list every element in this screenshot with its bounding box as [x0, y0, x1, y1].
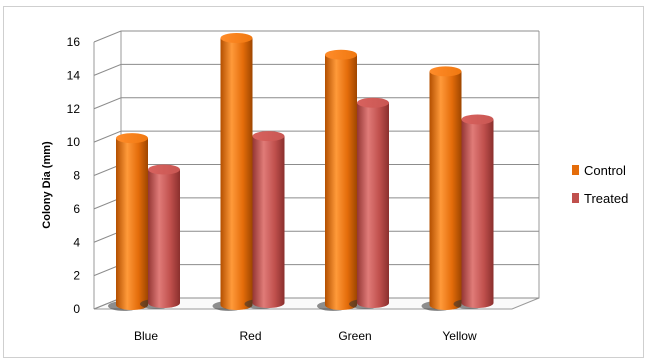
bar-cap [429, 66, 462, 77]
bar-cap [116, 133, 148, 144]
gridline [93, 30, 539, 43]
y-axis-ticks: 0 2 4 6 8 10 12 14 16 [67, 35, 81, 316]
bar-treated-blue [140, 164, 180, 309]
x-tick-label: Blue [134, 329, 158, 343]
bar-control-blue [108, 133, 148, 311]
x-tick-label: Red [239, 329, 261, 343]
y-tick-label: 10 [67, 135, 81, 149]
y-tick-label: 4 [73, 235, 80, 249]
bar-body [429, 71, 462, 310]
bar-control-green [317, 49, 357, 311]
y-axis-label: Colony Dia (mm) [41, 141, 53, 229]
bar-cap [461, 114, 494, 125]
gridline [93, 63, 539, 76]
bar-treated-yellow [453, 114, 494, 309]
legend-label: Treated [584, 191, 628, 206]
bar-body [252, 136, 285, 308]
gridline [93, 97, 539, 110]
legend-swatch [572, 165, 579, 175]
x-tick-label: Green [338, 329, 371, 343]
bar-body [220, 38, 253, 310]
y-tick-label: 12 [67, 102, 81, 116]
bar-treated-green [349, 97, 389, 309]
x-tick-label: Yellow [442, 329, 477, 343]
bar-cap [325, 49, 357, 60]
legend-item-control: Control [572, 163, 626, 178]
legend-label: Control [584, 163, 626, 178]
legend-swatch [572, 193, 579, 203]
gridline [93, 130, 539, 143]
bar-body [461, 119, 494, 308]
bar-body [357, 102, 389, 308]
y-tick-label: 14 [67, 68, 81, 82]
bar-body [148, 169, 180, 308]
bar-control-yellow [421, 66, 462, 311]
bar-body [325, 54, 357, 310]
y-tick-label: 0 [73, 302, 80, 316]
chart-frame: 0 2 4 6 8 10 12 14 16 Blue Red Green Yellow Colony … [3, 6, 644, 358]
x-axis-ticks: Blue Red Green Yellow [134, 329, 477, 343]
bar-cap [148, 164, 180, 175]
bars [108, 33, 494, 311]
bar-body [116, 138, 148, 310]
legend-item-treated: Treated [572, 191, 628, 206]
y-tick-label: 6 [73, 202, 80, 216]
y-tick-label: 2 [73, 269, 80, 283]
bar-cap [357, 97, 389, 108]
legend: Control Treated [572, 163, 628, 206]
bar-chart: 0 2 4 6 8 10 12 14 16 Blue Red Green Yellow Colony … [41, 30, 628, 343]
bar-cap [220, 33, 253, 43]
bar-control-red [212, 33, 253, 311]
bar-treated-red [244, 131, 285, 309]
bar-cap [252, 131, 285, 142]
y-tick-label: 8 [73, 169, 80, 183]
y-tick-label: 16 [67, 35, 81, 49]
